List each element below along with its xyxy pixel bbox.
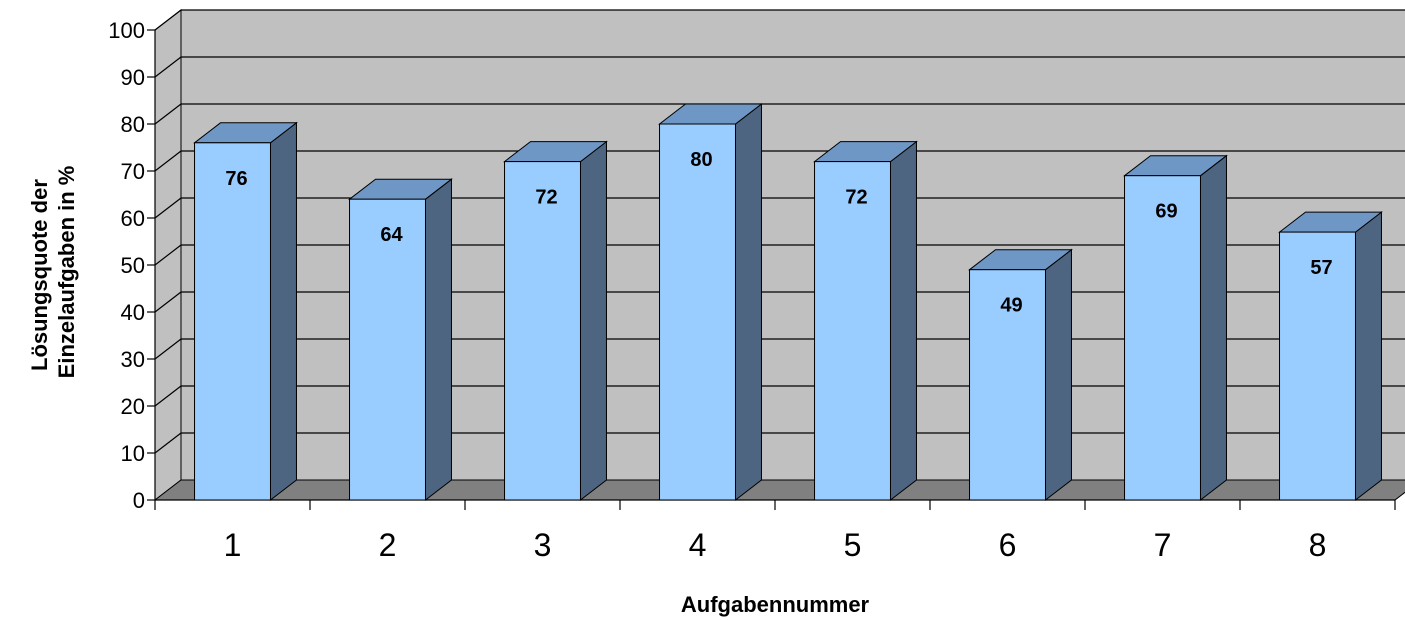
bar	[193, 121, 298, 502]
x-axis-title: Aufgabennummer	[681, 592, 870, 617]
gridline	[154, 9, 1405, 31]
bar	[348, 178, 453, 502]
x-tick-label: 2	[379, 527, 397, 563]
y-tick-label: 30	[121, 347, 145, 372]
bar	[503, 140, 608, 502]
y-tick-label: 100	[108, 18, 145, 43]
bar-front-face	[659, 123, 736, 501]
data-label: 72	[845, 187, 867, 209]
x-tick-label: 7	[1154, 527, 1172, 563]
bar-side-face	[424, 178, 452, 502]
bar-side-face	[1354, 211, 1382, 502]
y-tick-label: 90	[121, 65, 145, 90]
gridline	[154, 103, 1405, 125]
bar-front-face	[194, 142, 271, 501]
x-tick-label: 8	[1309, 527, 1327, 563]
bar-side-face	[269, 121, 297, 502]
x-tick-label: 1	[224, 527, 242, 563]
bar	[813, 140, 918, 502]
data-label: 64	[380, 224, 403, 246]
y-tick-label: 40	[121, 300, 145, 325]
bar	[1123, 154, 1228, 502]
bar	[1278, 211, 1383, 502]
bar-side-face	[1044, 248, 1072, 502]
gridline	[154, 244, 1405, 266]
bar-side-face	[734, 102, 762, 502]
bar-front-face	[1279, 231, 1356, 501]
bar-front-face	[504, 161, 581, 501]
y-tick-label: 70	[121, 159, 145, 184]
data-label: 49	[1000, 295, 1022, 317]
y-tick-label: 50	[121, 253, 145, 278]
data-label: 57	[1310, 257, 1332, 279]
y-axis-title: Lösungsquote der Einzelaufgaben in %	[27, 166, 79, 379]
data-label: 72	[535, 187, 557, 209]
bar-side-face	[1199, 154, 1227, 502]
y-tick-label: 60	[121, 206, 145, 231]
bars	[193, 102, 1383, 502]
bar-side-face	[889, 140, 917, 502]
y-axis-title-line-2: Einzelaufgaben in %	[54, 166, 79, 379]
y-tick-label: 80	[121, 112, 145, 137]
gridline	[154, 197, 1405, 219]
bar-front-face	[814, 161, 891, 501]
bar-front-face	[349, 198, 426, 501]
x-tick-label: 4	[689, 527, 707, 563]
gridline	[154, 150, 1405, 172]
x-tick-label: 3	[534, 527, 552, 563]
bar-front-face	[969, 269, 1046, 501]
bar	[968, 248, 1073, 502]
y-axis-title-line-1: Lösungsquote der	[27, 179, 52, 371]
bar-side-face	[579, 140, 607, 502]
y-tick-label: 0	[133, 488, 145, 513]
labels: 76 1 64 2 72 3 80 4 72 5 49 6 69 7 57 8	[224, 149, 1333, 563]
data-label: 76	[225, 168, 247, 190]
y-tick-label: 10	[121, 441, 145, 466]
data-label: 80	[690, 149, 712, 171]
data-label: 69	[1155, 201, 1177, 223]
gridline	[154, 56, 1405, 78]
y-tick-label: 20	[121, 394, 145, 419]
x-tick-label: 5	[844, 527, 862, 563]
bar-front-face	[1124, 175, 1201, 501]
bar	[658, 102, 763, 502]
x-tick-label: 6	[999, 527, 1017, 563]
